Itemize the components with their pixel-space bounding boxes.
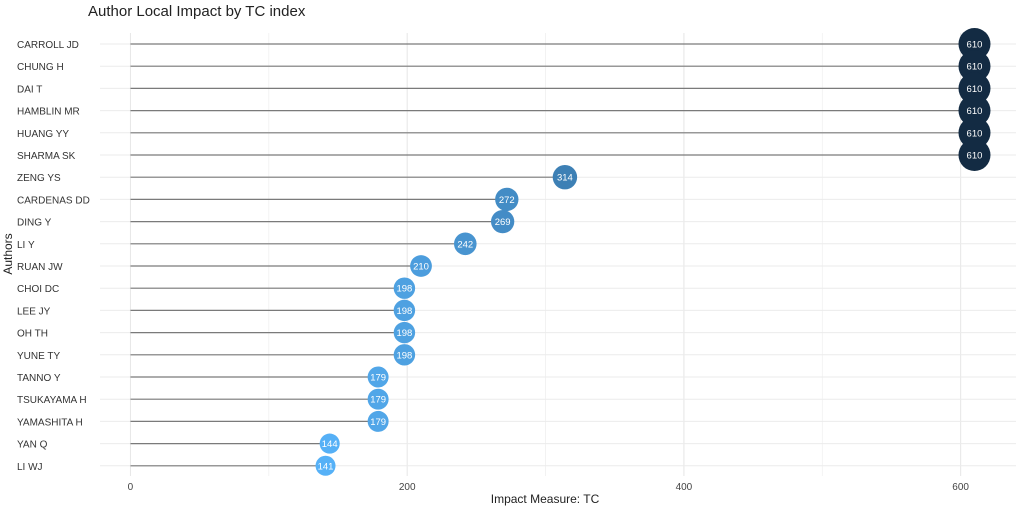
y-tick-label: LEE JY <box>17 306 51 317</box>
y-tick-label: DAI T <box>17 84 42 95</box>
data-label: 610 <box>967 40 983 51</box>
data-label: 269 <box>495 217 511 228</box>
data-point <box>367 410 389 432</box>
data-label: 610 <box>967 84 983 95</box>
y-tick-label: CARDENAS DD <box>17 195 90 206</box>
data-label: 314 <box>557 173 573 184</box>
y-tick-label: YUNE TY <box>17 351 60 362</box>
data-point <box>319 433 340 454</box>
y-tick-label: HUANG YY <box>17 129 69 140</box>
data-label: 610 <box>967 151 983 162</box>
data-label: 141 <box>318 461 334 472</box>
data-point <box>454 232 477 256</box>
data-label: 198 <box>396 306 412 317</box>
y-tick-label: HAMBLIN MR <box>17 107 80 118</box>
y-tick-label: TANNO Y <box>17 373 61 384</box>
y-tick-label: CHOI DC <box>17 284 59 295</box>
data-label: 179 <box>370 395 386 406</box>
data-label: 272 <box>499 195 515 206</box>
y-tick-label: LI WJ <box>17 462 43 473</box>
data-point <box>315 455 336 476</box>
x-tick-label: 0 <box>128 482 134 493</box>
y-tick-label: DING Y <box>17 218 52 229</box>
x-tick-label: 200 <box>399 482 416 493</box>
stems-group <box>130 43 975 467</box>
y-tick-label: ZENG YS <box>17 173 61 184</box>
data-label: 144 <box>322 439 338 450</box>
data-label: 610 <box>967 62 983 73</box>
data-point <box>958 94 991 127</box>
data-label: 242 <box>457 239 473 250</box>
y-tick-label: LI Y <box>17 240 35 251</box>
data-label: 198 <box>396 350 412 361</box>
data-label: 210 <box>413 262 429 273</box>
data-point <box>958 28 991 60</box>
data-point <box>367 366 389 388</box>
data-point <box>410 255 432 277</box>
data-label: 179 <box>370 417 386 428</box>
y-axis-label: Authors <box>1 233 15 274</box>
data-label: 610 <box>967 106 983 117</box>
data-point <box>367 388 389 410</box>
data-point <box>958 116 991 149</box>
y-tick-label: SHARMA SK <box>17 151 76 162</box>
x-axis-label: Impact Measure: TC <box>491 492 600 506</box>
grid-group <box>100 33 1016 476</box>
data-point <box>552 164 578 190</box>
data-point <box>958 139 991 171</box>
y-tick-label: YAMASHITA H <box>17 417 83 428</box>
data-label: 610 <box>967 128 983 139</box>
y-tick-label: CHUNG H <box>17 62 64 73</box>
data-label: 179 <box>370 373 386 384</box>
points-group: 6106106106106106103142722692422101981981… <box>315 28 991 476</box>
data-point <box>393 299 416 322</box>
x-tick-label: 400 <box>676 482 693 493</box>
data-point <box>393 344 416 366</box>
data-point <box>958 72 991 105</box>
y-tick-label: CARROLL JD <box>17 40 79 51</box>
x-tick-labels: 0 200 400 600 <box>128 482 970 493</box>
data-label: 198 <box>396 328 412 339</box>
data-point <box>491 209 515 234</box>
data-label: 198 <box>396 284 412 295</box>
y-tick-label: YAN Q <box>17 440 48 451</box>
data-point <box>958 50 991 83</box>
data-point <box>495 187 519 212</box>
y-tick-label: TSUKAYAMA H <box>17 395 87 406</box>
y-tick-label: RUAN JW <box>17 262 63 273</box>
x-tick-label: 600 <box>952 482 969 493</box>
data-point <box>393 321 416 344</box>
chart-title: Author Local Impact by TC index <box>88 3 306 20</box>
data-point <box>393 277 416 299</box>
y-tick-label: OH TH <box>17 329 48 340</box>
y-tick-labels: CARROLL JD CHUNG H DAI T HAMBLIN MR HUANG YY… <box>17 40 90 473</box>
